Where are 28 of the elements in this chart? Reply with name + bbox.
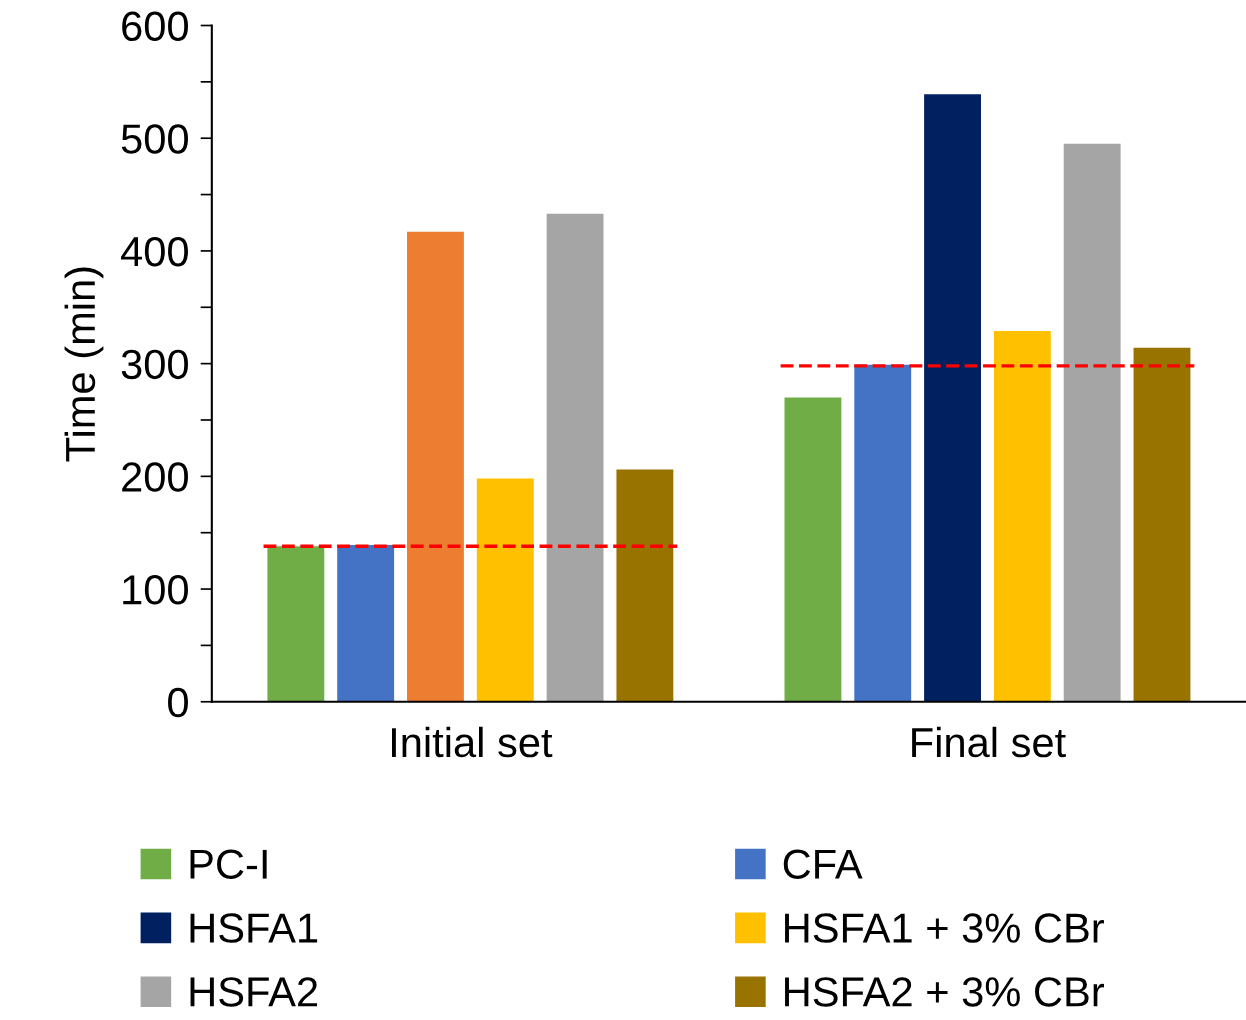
legend-label: HSFA1: [190, 913, 318, 943]
y-tick-label: 0: [168, 687, 188, 718]
bar: [616, 469, 674, 702]
bar: [267, 546, 325, 702]
legend-label: HSFA1 + 3% CBr: [785, 913, 1104, 943]
y-tick-label: 300: [121, 349, 188, 380]
bar: [993, 330, 1051, 702]
y-tick-label: 500: [121, 124, 188, 154]
legend-label: HSFA2: [190, 977, 318, 1007]
x-tick-label: Final set: [912, 726, 1066, 758]
legend-label: PC-I: [190, 849, 267, 880]
legend-label: HSFA2 + 3% CBr: [785, 977, 1104, 1007]
bar: [546, 213, 604, 702]
y-tick-label: 200: [122, 462, 188, 492]
y-tick-label: 100: [123, 575, 188, 605]
bar: [784, 397, 842, 702]
bar: [1063, 143, 1121, 702]
x-tick-label: Initial set: [392, 726, 553, 758]
bar: [924, 94, 981, 702]
y-tick-label: 400: [121, 236, 188, 267]
y-tick-label: 600: [122, 11, 188, 42]
legend-label: CFA: [783, 849, 863, 880]
bar: [854, 364, 912, 702]
bar: [1133, 347, 1191, 702]
bar: [476, 478, 534, 702]
y-axis-title: Time (min): [64, 267, 104, 462]
bar: [337, 545, 395, 702]
bar: [407, 231, 464, 702]
